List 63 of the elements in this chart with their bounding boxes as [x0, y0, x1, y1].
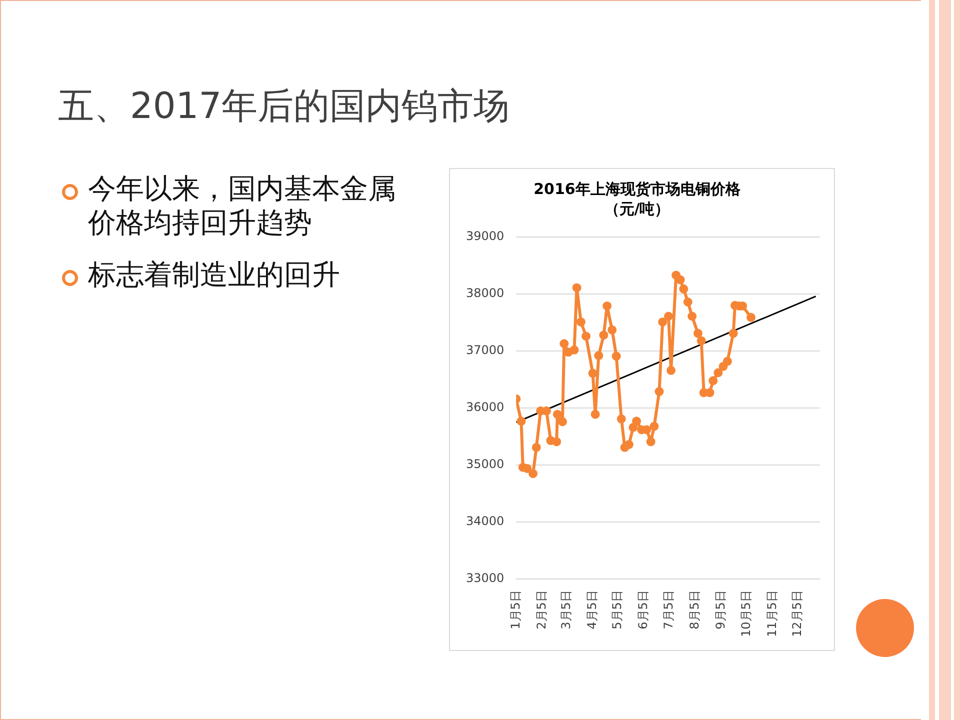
x-tick-label: 8月5日: [688, 590, 702, 630]
point: [722, 356, 732, 366]
point: [650, 422, 659, 431]
chart-subtitle: （元/吨）: [604, 200, 670, 218]
text: 今年以来，国内基本金属价格均持回升趋势: [88, 172, 397, 240]
x-tick-label: 5月5日: [610, 590, 624, 630]
point: [552, 410, 562, 419]
point: [590, 410, 600, 419]
point: [696, 336, 706, 346]
point: [608, 325, 617, 334]
y-tick-label: 39000: [466, 229, 504, 244]
x-tick-label: 9月5日: [714, 590, 728, 630]
chart-title: 2016年上海现货市场电铜价格: [534, 180, 742, 198]
y-tick-label: 35000: [466, 457, 504, 472]
point: [708, 376, 718, 386]
point: [688, 312, 697, 321]
point: [654, 387, 664, 396]
y-tick-label: 36000: [466, 400, 504, 414]
point: [683, 298, 692, 306]
point: [522, 464, 532, 473]
y-tick-label: 34000: [466, 514, 504, 528]
point: [558, 417, 567, 426]
point: [666, 366, 676, 375]
x-tick-label: 6月5日: [636, 590, 650, 630]
point: [528, 469, 538, 478]
x-tick-label: 4月5日: [584, 590, 599, 630]
text: 标志着制造业的回升: [88, 258, 341, 292]
y-tick-label: 33000: [466, 571, 504, 586]
point: [552, 437, 562, 446]
y-tick-label: 37000: [466, 343, 504, 358]
point: [658, 317, 668, 326]
text: 五、2017年后的国内钨市场: [58, 85, 510, 129]
point: [588, 368, 598, 378]
x-tick-label: 11月5日: [764, 590, 779, 637]
x-tick-label: 1月5日: [508, 590, 522, 630]
point: [576, 317, 586, 326]
x-tick-label: 3月5日: [558, 590, 573, 630]
x-tick-label: 12月5日: [790, 590, 804, 637]
point: [516, 416, 526, 426]
point: [646, 437, 656, 446]
point: [612, 352, 621, 361]
point: [616, 414, 626, 424]
point: [572, 283, 582, 292]
y-tick-label: 38000: [466, 286, 504, 300]
point: [599, 330, 608, 340]
x-tick-label: 10月5日: [738, 590, 753, 637]
point: [746, 312, 756, 322]
point: [560, 339, 569, 348]
point: [628, 422, 638, 432]
point: [570, 345, 579, 354]
point: [679, 284, 688, 294]
x-tick-label: 2月5日: [534, 590, 548, 630]
point: [602, 301, 612, 310]
point: [582, 332, 591, 341]
point: [532, 442, 541, 452]
point: [632, 416, 642, 426]
x-tick-label: 7月5日: [661, 590, 676, 630]
point: [693, 328, 702, 338]
point: [714, 368, 723, 378]
point: [664, 312, 674, 321]
point: [718, 362, 728, 371]
point: [728, 328, 738, 338]
point: [594, 351, 604, 360]
